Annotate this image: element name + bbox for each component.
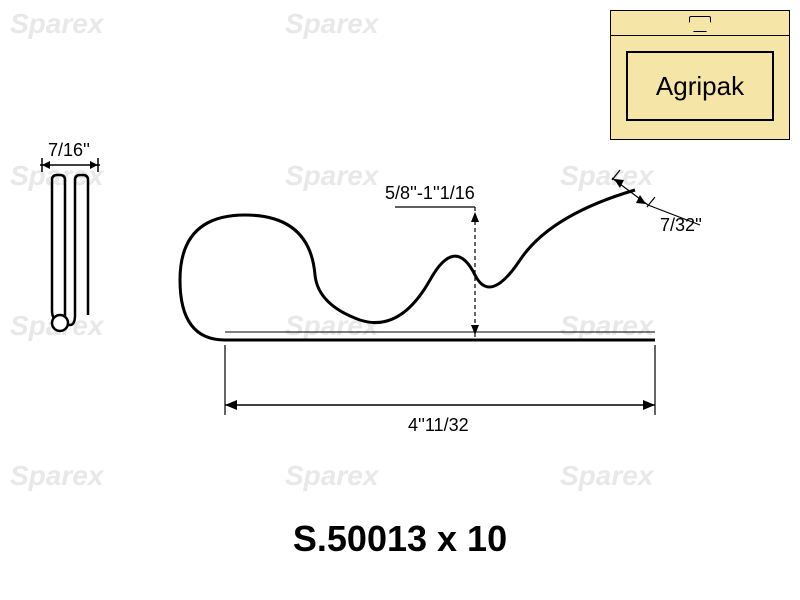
agripak-brand: Agripak bbox=[656, 71, 744, 102]
product-code: S.50013 x 10 bbox=[293, 518, 507, 560]
dim-wire-dia: 7/32'' bbox=[660, 215, 702, 236]
main-view bbox=[180, 190, 655, 340]
side-view bbox=[52, 175, 88, 331]
dim-side-width: 7/16'' bbox=[48, 140, 90, 161]
agripak-package: Agripak bbox=[610, 10, 790, 140]
dim-length: 4''11/32 bbox=[408, 415, 469, 436]
package-hanger bbox=[611, 11, 789, 36]
agripak-label-frame: Agripak bbox=[626, 51, 774, 121]
dim-shaft-range: 5/8''-1''1/16 bbox=[385, 183, 475, 204]
